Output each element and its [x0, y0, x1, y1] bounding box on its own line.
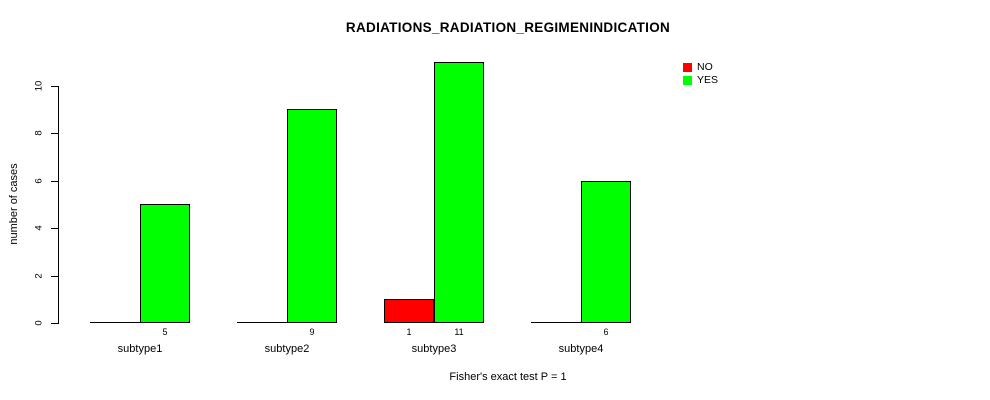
bar-yes-subtype4 [581, 180, 631, 323]
legend-label-yes: YES [697, 74, 719, 86]
bar-value-label: 11 [454, 327, 464, 337]
category-label-subtype1: subtype1 [117, 343, 163, 355]
legend-label-no: NO [697, 61, 713, 73]
legend: NO YES [683, 61, 718, 87]
y-axis-tick-label: 10 [33, 80, 45, 91]
bar-no-subtype2-zero [237, 322, 287, 323]
bar-no-subtype3 [384, 299, 434, 323]
y-axis-tick [51, 276, 58, 277]
category-label-subtype3: subtype3 [411, 343, 457, 355]
y-axis-tick-label: 0 [33, 320, 45, 326]
y-axis-tick [51, 86, 58, 87]
bar-no-subtype4-zero [531, 322, 581, 323]
caption-fisher-test: Fisher's exact test P = 1 [449, 371, 567, 383]
chart-title: RADIATIONS_RADIATION_REGIMENINDICATION [345, 20, 671, 35]
legend-swatch-no [683, 63, 692, 72]
bar-yes-subtype3 [434, 61, 484, 323]
category-label-subtype4: subtype4 [558, 343, 604, 355]
bar-value-label: 6 [603, 327, 609, 337]
y-axis-label: number of cases [8, 163, 20, 245]
category-label-subtype2: subtype2 [264, 343, 310, 355]
y-axis-tick [51, 181, 58, 182]
y-axis-tick-label: 2 [33, 272, 45, 279]
bar-yes-subtype1 [140, 204, 190, 323]
legend-item-no: NO [683, 61, 718, 74]
bar-value-label: 5 [162, 327, 168, 337]
y-axis-tick-label: 8 [33, 130, 45, 136]
bar-no-subtype1-zero [90, 322, 140, 323]
bar-yes-subtype2 [287, 109, 337, 323]
y-axis-tick-label: 4 [33, 225, 45, 231]
y-axis-tick-label: 6 [33, 177, 45, 184]
legend-swatch-yes [683, 76, 692, 85]
bar-value-label: 1 [406, 327, 412, 337]
y-axis-tick [51, 228, 58, 229]
y-axis-line [58, 85, 59, 324]
y-axis-tick [51, 323, 58, 324]
bar-value-label: 9 [309, 327, 315, 337]
y-axis-tick [51, 133, 58, 134]
legend-item-yes: YES [683, 74, 718, 87]
